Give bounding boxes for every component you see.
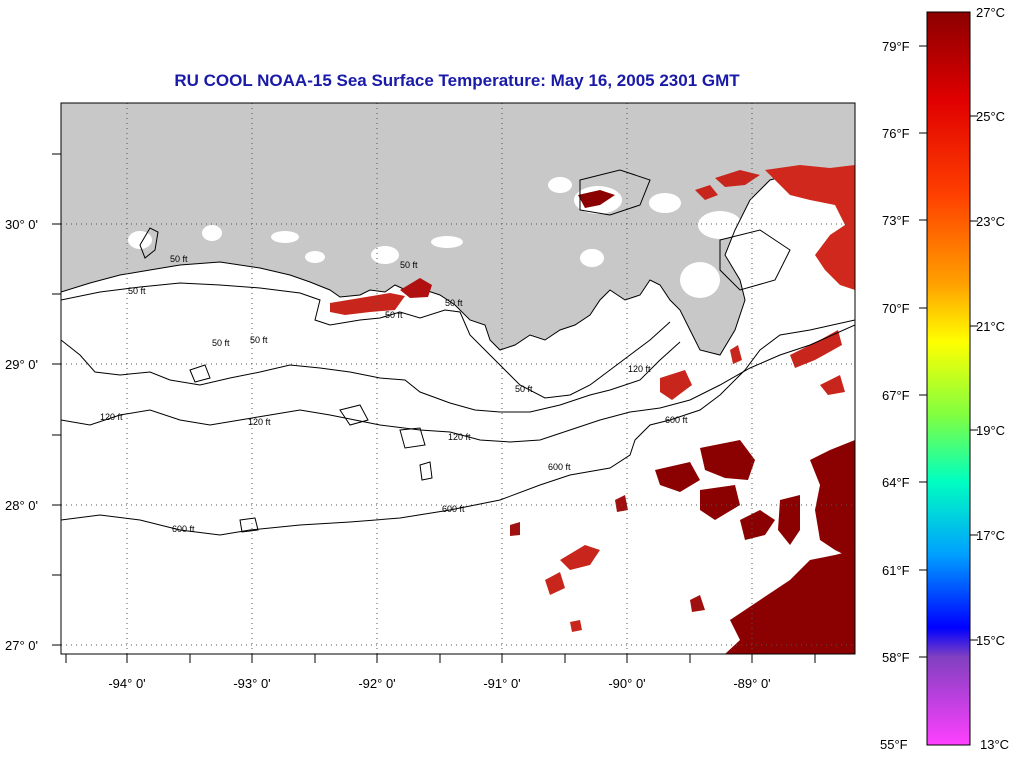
c-label: 19°C — [976, 423, 1005, 438]
colorbar-gradient — [926, 11, 971, 746]
lon-label: -93° 0' — [233, 676, 270, 691]
contour-label: 50 ft — [400, 260, 418, 270]
lon-label: -89° 0' — [733, 676, 770, 691]
depth-contours — [61, 169, 855, 536]
latitude-labels: 30° 0' 29° 0' 28° 0' 27° 0' — [5, 217, 38, 653]
contour-label: 600 ft — [442, 504, 465, 514]
longitude-ticks — [65, 654, 816, 663]
f-label: 58°F — [882, 650, 910, 665]
contour-label: 120 ft — [448, 432, 471, 442]
contour-label: 600 ft — [665, 415, 688, 425]
land-mass — [61, 103, 855, 355]
c-label: 21°C — [976, 319, 1005, 334]
lon-label: -90° 0' — [608, 676, 645, 691]
contour-label: 50 ft — [170, 254, 188, 264]
map-frame — [60, 102, 856, 655]
contour-label: 50 ft — [250, 335, 268, 345]
latitude-ticks — [52, 153, 61, 646]
contour-label: 120 ft — [100, 412, 123, 422]
contour-label: 120 ft — [628, 364, 651, 374]
f-label: 70°F — [882, 301, 910, 316]
contour-label: 120 ft — [248, 417, 271, 427]
f-label: 73°F — [882, 213, 910, 228]
lat-label: 27° 0' — [5, 638, 38, 653]
map-title: RU COOL NOAA-15 Sea Surface Temperature:… — [174, 71, 740, 90]
c-label: 27°C — [976, 5, 1005, 20]
c-label: 13°C — [980, 737, 1009, 752]
f-label: 64°F — [882, 475, 910, 490]
colorbar-celsius-labels: 27°C 25°C 23°C 21°C 19°C 17°C 15°C 13°C — [976, 5, 1009, 752]
contour-label: 50 ft — [212, 338, 230, 348]
coastline — [61, 169, 855, 356]
lon-label: -94° 0' — [108, 676, 145, 691]
contour-label: 50 ft — [445, 298, 463, 308]
lon-label: -92° 0' — [358, 676, 395, 691]
contour-label: 50 ft — [385, 310, 403, 320]
lat-label: 30° 0' — [5, 217, 38, 232]
c-label: 15°C — [976, 633, 1005, 648]
f-label: 76°F — [882, 126, 910, 141]
colorbar-ticks — [919, 45, 978, 658]
contour-label: 600 ft — [548, 462, 571, 472]
contour-label: 50 ft — [128, 286, 146, 296]
longitude-labels: -94° 0' -93° 0' -92° 0' -91° 0' -90° 0' … — [108, 676, 770, 691]
sst-warm-patches — [330, 165, 855, 654]
f-label: 55°F — [880, 737, 908, 752]
lat-label: 28° 0' — [5, 498, 38, 513]
lat-lon-grid — [61, 103, 855, 654]
contour-label: 50 ft — [515, 384, 533, 394]
c-label: 17°C — [976, 528, 1005, 543]
f-label: 79°F — [882, 39, 910, 54]
lat-label: 29° 0' — [5, 357, 38, 372]
c-label: 25°C — [976, 109, 1005, 124]
c-label: 23°C — [976, 214, 1005, 229]
map-panel: 50 ft 50 ft 50 ft 50 ft 50 ft 50 ft 50 f… — [61, 103, 855, 654]
contour-label: 600 ft — [172, 524, 195, 534]
f-label: 67°F — [882, 388, 910, 403]
f-label: 61°F — [882, 563, 910, 578]
lon-label: -91° 0' — [483, 676, 520, 691]
colorbar-fahrenheit-labels: 79°F 76°F 73°F 70°F 67°F 64°F 61°F 58°F … — [880, 39, 910, 752]
contour-labels: 50 ft 50 ft 50 ft 50 ft 50 ft 50 ft 50 f… — [100, 254, 688, 534]
temperature-colorbar: 79°F 76°F 73°F 70°F 67°F 64°F 61°F 58°F … — [880, 5, 1009, 752]
